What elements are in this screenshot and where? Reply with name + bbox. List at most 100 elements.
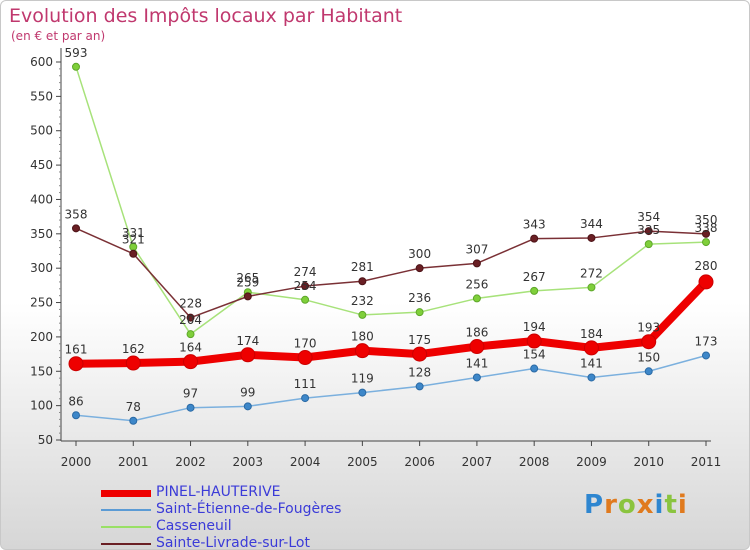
y-tick-label: 50 <box>38 433 53 447</box>
x-tick-label: 2005 <box>347 455 378 469</box>
legend-label: Casseneuil <box>156 518 232 534</box>
data-point <box>415 308 424 317</box>
data-label: 358 <box>65 207 88 221</box>
y-tick-label: 150 <box>30 364 53 378</box>
x-tick-label: 2002 <box>175 455 206 469</box>
data-label: 343 <box>523 218 546 232</box>
data-label: 354 <box>637 210 660 224</box>
data-label: 141 <box>465 356 488 370</box>
data-label: 175 <box>408 333 431 347</box>
data-point <box>129 416 138 425</box>
data-label: 97 <box>183 387 198 401</box>
data-point <box>297 350 313 366</box>
x-tick-label: 2000 <box>61 455 92 469</box>
data-label: 161 <box>65 343 88 357</box>
data-point <box>243 402 252 411</box>
data-point <box>186 330 195 339</box>
data-point <box>72 62 80 71</box>
data-point <box>641 334 657 350</box>
data-point <box>415 264 424 273</box>
data-label: 272 <box>580 266 603 280</box>
logo-letter: i <box>677 490 688 520</box>
data-point <box>240 347 256 363</box>
logo-letter: i <box>654 490 665 520</box>
data-point <box>412 346 428 362</box>
data-point <box>72 224 80 233</box>
data-label: 232 <box>351 294 374 308</box>
legend-swatch <box>101 526 151 528</box>
data-label: 162 <box>122 342 145 356</box>
data-point <box>702 351 710 360</box>
data-point <box>301 394 310 403</box>
data-point <box>183 354 199 370</box>
data-label: 267 <box>523 270 546 284</box>
legend-label: Sainte-Livrade-sur-Lot <box>156 535 310 550</box>
data-point <box>587 373 596 382</box>
data-label: 331 <box>122 226 145 240</box>
data-point <box>358 277 367 286</box>
data-point <box>530 286 539 295</box>
x-tick-label: 2010 <box>633 455 664 469</box>
data-label: 99 <box>240 385 255 399</box>
data-label: 180 <box>351 330 374 344</box>
x-tick-label: 2001 <box>118 455 149 469</box>
data-point <box>358 310 367 319</box>
data-label: 280 <box>695 259 718 273</box>
series-line <box>75 227 707 319</box>
data-point <box>186 313 195 322</box>
data-label: 111 <box>294 377 317 391</box>
data-label: 259 <box>236 275 259 289</box>
logo-letter: o <box>617 490 637 520</box>
chart-subtitle: (en € et par an) <box>11 29 106 43</box>
data-label: 193 <box>637 321 660 335</box>
data-point <box>125 355 141 371</box>
data-label: 321 <box>122 233 145 247</box>
x-tick-label: 2004 <box>290 455 321 469</box>
data-label: 344 <box>580 217 603 231</box>
x-tick-label: 2003 <box>233 455 264 469</box>
data-label: 281 <box>351 260 374 274</box>
data-label: 86 <box>68 394 83 408</box>
data-label: 256 <box>465 277 488 291</box>
data-point <box>301 295 310 304</box>
y-tick-label: 250 <box>30 296 53 310</box>
data-point <box>472 259 481 268</box>
legend-swatch <box>101 490 151 497</box>
y-tick-label: 550 <box>30 89 53 103</box>
data-label: 274 <box>294 265 317 279</box>
y-tick-label: 450 <box>30 158 53 172</box>
logo-letter: x <box>636 490 655 520</box>
data-label: 236 <box>408 291 431 305</box>
x-tick-label: 2011 <box>691 455 722 469</box>
data-point <box>698 274 714 290</box>
data-point <box>530 234 539 243</box>
x-tick-label: 2008 <box>519 455 550 469</box>
data-label: 593 <box>65 46 88 60</box>
data-label: 119 <box>351 372 374 386</box>
data-point <box>186 403 195 412</box>
data-point <box>472 373 481 382</box>
data-label: 335 <box>637 223 660 237</box>
data-point <box>587 283 596 292</box>
y-tick-label: 400 <box>30 192 53 206</box>
data-point <box>583 340 599 356</box>
proxiti-logo: Proxiti <box>584 490 688 520</box>
data-label: 265 <box>236 271 259 285</box>
data-point <box>526 333 542 349</box>
data-point <box>301 282 310 291</box>
data-point <box>358 388 367 397</box>
data-label: 338 <box>695 221 718 235</box>
legend-swatch <box>101 509 151 511</box>
y-tick-label: 100 <box>30 399 53 413</box>
data-point <box>702 229 710 238</box>
data-label: 307 <box>465 242 488 256</box>
data-point <box>472 294 481 303</box>
y-tick-label: 350 <box>30 227 53 241</box>
data-point <box>469 339 485 355</box>
data-label: 150 <box>637 350 660 364</box>
data-label: 164 <box>179 341 202 355</box>
data-point <box>530 364 539 373</box>
x-tick-label: 2007 <box>462 455 493 469</box>
